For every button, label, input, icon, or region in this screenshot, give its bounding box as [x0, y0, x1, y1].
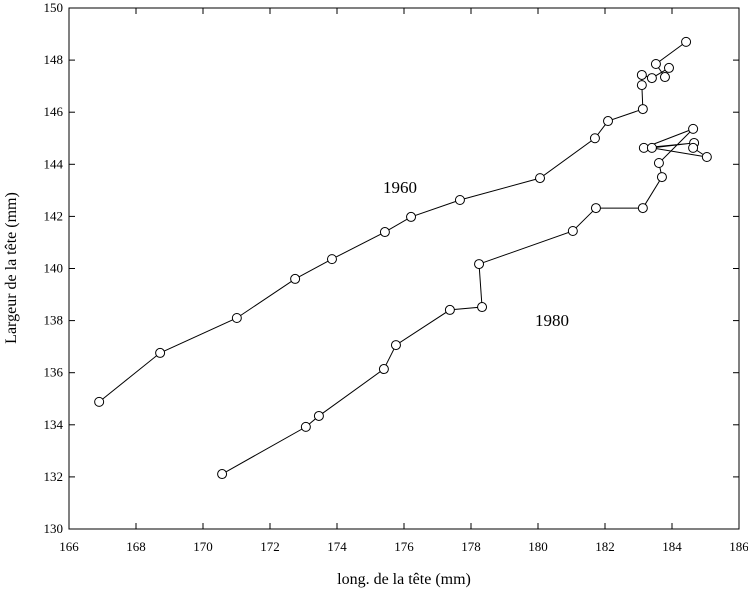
data-point	[390, 340, 401, 351]
x-tick-label: 178	[461, 539, 481, 554]
data-point	[637, 203, 648, 214]
x-axis-label: long. de la tête (mm)	[337, 571, 471, 588]
data-point	[636, 80, 647, 91]
data-point	[406, 211, 417, 222]
data-point	[603, 116, 614, 127]
series-label: 1980	[535, 311, 569, 330]
data-point	[637, 104, 648, 115]
y-tick-label: 150	[44, 0, 64, 15]
y-tick-label: 140	[44, 261, 64, 276]
y-tick-label: 136	[44, 365, 64, 380]
y-tick-label: 138	[44, 313, 64, 328]
data-point	[688, 142, 699, 153]
y-tick-label: 142	[44, 208, 64, 223]
x-tick-label: 176	[394, 539, 414, 554]
y-tick-label: 130	[44, 521, 64, 536]
y-tick-label: 132	[44, 469, 64, 484]
data-point	[590, 203, 601, 214]
y-axis-label: Largeur de la tête (mm)	[3, 192, 20, 344]
data-point	[378, 364, 389, 375]
y-tick-label: 146	[44, 104, 64, 119]
y-tick-label: 148	[44, 52, 64, 67]
data-point	[444, 304, 455, 315]
data-point	[636, 69, 647, 80]
data-point	[474, 259, 485, 270]
x-tick-label: 184	[662, 539, 682, 554]
data-point	[300, 421, 311, 432]
x-tick-label: 182	[595, 539, 615, 554]
data-point	[646, 142, 657, 153]
x-tick-label: 170	[193, 539, 213, 554]
data-point	[653, 157, 664, 168]
data-point	[535, 173, 546, 184]
data-point	[217, 469, 228, 480]
data-point	[567, 225, 578, 236]
x-tick-label: 172	[260, 539, 280, 554]
x-tick-label: 174	[327, 539, 347, 554]
data-point	[659, 72, 670, 83]
y-tick-label: 134	[44, 417, 64, 432]
x-tick-label: 186	[729, 539, 748, 554]
series-line	[221, 128, 708, 475]
data-point	[656, 172, 667, 183]
data-point	[454, 194, 465, 205]
data-point	[290, 273, 301, 284]
data-point	[313, 410, 324, 421]
x-tick-label: 166	[59, 539, 79, 554]
x-tick-label: 180	[528, 539, 548, 554]
data-point	[650, 59, 661, 70]
data-point	[477, 302, 488, 313]
data-point	[663, 62, 674, 73]
data-point	[379, 227, 390, 238]
series-label: 1960	[383, 178, 417, 197]
data-point	[231, 312, 242, 323]
y-tick-label: 144	[44, 156, 64, 171]
data-point	[589, 133, 600, 144]
x-tick-label: 168	[126, 539, 146, 554]
data-point	[688, 123, 699, 134]
data-point	[701, 152, 712, 163]
data-point	[155, 347, 166, 358]
data-point	[681, 36, 692, 47]
data-point	[646, 73, 657, 84]
data-point	[326, 254, 337, 265]
data-point	[94, 396, 105, 407]
